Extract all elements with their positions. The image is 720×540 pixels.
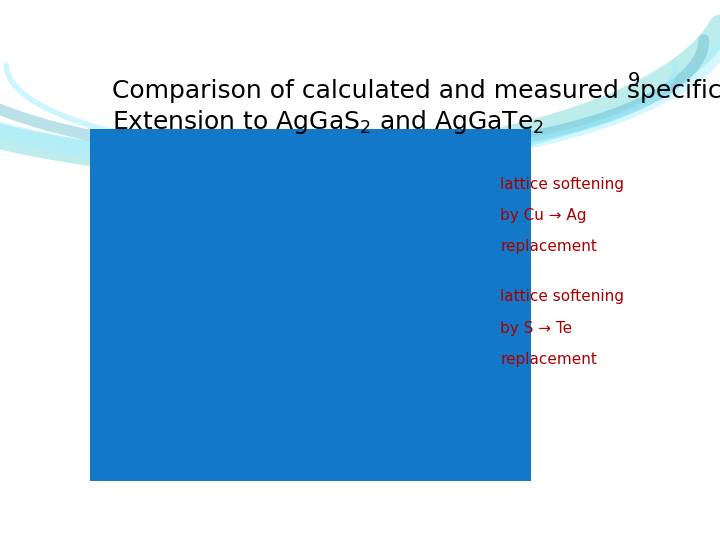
Text: 9: 9 [627, 71, 639, 90]
Text: by Cu → Ag: by Cu → Ag [500, 208, 587, 223]
Text: lattice softening: lattice softening [500, 177, 624, 192]
Text: lattice softening: lattice softening [500, 289, 624, 305]
Text: by S → Te: by S → Te [500, 321, 572, 335]
Bar [90, 129, 531, 481]
Text: Extension to AgGaS$_2$ and AgGaTe$_2$: Extension to AgGaS$_2$ and AgGaTe$_2$ [112, 109, 544, 137]
Text: replacement: replacement [500, 239, 597, 254]
Text: replacement: replacement [500, 352, 597, 367]
Text: Comparison of calculated and measured specific heat: Comparison of calculated and measured sp… [112, 79, 720, 103]
